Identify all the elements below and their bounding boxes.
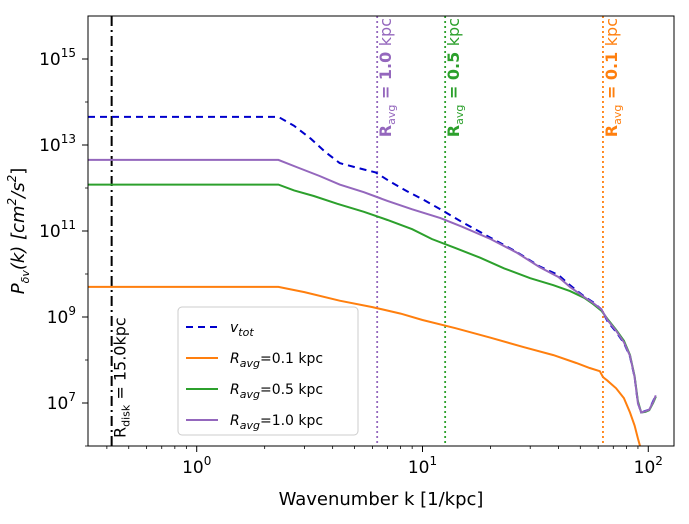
reference-line-label-4: Ravg = 0.1 kpc xyxy=(602,18,624,137)
series-line-4 xyxy=(88,158,657,414)
axis-ticks: 100 101 102 107 109 1011 1013 1015 xyxy=(39,46,663,478)
x-tick-label-3: 102 xyxy=(634,454,663,478)
y-tick-label-3: 1011 xyxy=(39,218,76,242)
x-tick-label-2: 101 xyxy=(408,454,437,478)
legend-entry-1: vtot xyxy=(230,320,254,339)
y-tick-label-2: 109 xyxy=(47,304,76,328)
reference-line-label-1: Rdisk = 15.0kpc xyxy=(111,317,133,438)
plot-frame xyxy=(87,15,675,447)
reference-line-label-2: Ravg = 1.0 kpc xyxy=(376,18,398,137)
x-axis-label: Wavenumber k [1/kpc] xyxy=(279,489,484,510)
series-line-1 xyxy=(88,115,657,414)
reference-lines xyxy=(110,16,604,446)
legend-entry-2: Ravg=0.1 kpc xyxy=(230,351,323,370)
x-tick-label-1: 100 xyxy=(182,454,211,478)
reference-line-label-3: Ravg = 0.5 kpc xyxy=(444,18,466,137)
reference-line-labels: Rdisk = 15.0kpc Ravg = 1.0 kpc Ravg = 0.5 … xyxy=(111,18,624,438)
legend-entry-4: Ravg=1.0 kpc xyxy=(230,413,323,432)
legend-entry-3: Ravg=0.5 kpc xyxy=(230,382,323,401)
y-tick-label-4: 1013 xyxy=(39,132,76,156)
series-lines xyxy=(88,115,657,446)
y-axis-label: Pδv(k) [cm2/s2] xyxy=(5,168,32,295)
legend-box xyxy=(177,306,359,436)
y-tick-label-1: 107 xyxy=(47,390,76,414)
y-tick-label-5: 1015 xyxy=(39,46,76,70)
legend: vtot Ravg=0.1 kpc Ravg=0.5 kpc Ravg=1.0 kpc xyxy=(177,306,359,436)
series-line-2 xyxy=(88,285,642,446)
